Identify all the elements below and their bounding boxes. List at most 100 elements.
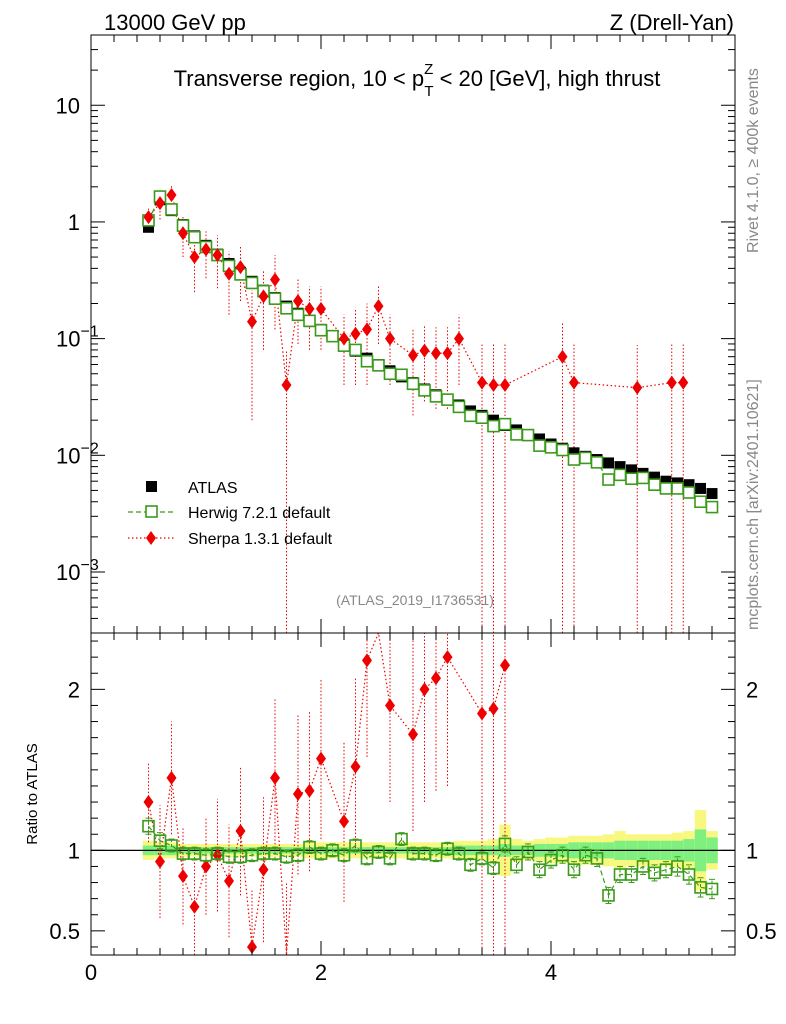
sherpa-point (666, 375, 677, 390)
ratio-herwig-point (636, 860, 650, 873)
ratio-herwig-point (291, 848, 305, 862)
ratio-axes: 0.5 0.5 1 1 2 2 0 2 4 (49, 633, 777, 985)
legend-herwig-marker (145, 505, 158, 518)
title-sub: T (424, 83, 433, 100)
atlas-point (568, 447, 580, 459)
herwig-point (418, 384, 431, 397)
sherpa-point (201, 242, 211, 257)
sherpa-point (258, 289, 269, 304)
ratio-sherpa-point (431, 671, 441, 686)
ratio-herwig-point (142, 819, 155, 833)
sherpa-point (362, 322, 372, 337)
ratio-y-tick-label-right: 1 (746, 838, 758, 863)
sherpa-point (224, 266, 234, 281)
herwig-point (303, 314, 316, 328)
ratio-herwig-point (521, 845, 535, 859)
sherpa-point (178, 226, 188, 241)
ratio-herwig-point (429, 848, 443, 862)
ratio-sherpa-point (258, 862, 269, 877)
sherpa-point (270, 272, 280, 287)
title-pre: Transverse region, 10 < p (174, 66, 425, 91)
main-y-tick-label: 1 (68, 210, 80, 235)
herwig-point (452, 400, 466, 414)
sherpa-point (557, 349, 568, 364)
herwig-point (556, 443, 569, 457)
legend-atlas-marker (146, 481, 157, 492)
ratio-herwig-point (682, 868, 696, 881)
sherpa-point (304, 301, 315, 316)
herwig-point (441, 393, 454, 406)
main-title: Transverse region, 10 < pZ T < 20 [GeV], … (174, 61, 661, 100)
herwig-point (682, 486, 696, 499)
legend-sherpa-marker (146, 531, 156, 545)
sherpa-line (148, 194, 684, 389)
herwig-point (372, 359, 385, 372)
ratio-herwig-point (590, 852, 604, 865)
sherpa-point (408, 348, 418, 363)
herwig-point (349, 343, 362, 357)
ratio-herwig-point (510, 858, 523, 872)
herwig-point (705, 500, 719, 514)
atlas-point (614, 461, 626, 473)
ratio-herwig-point (567, 863, 581, 876)
sherpa-point (281, 378, 292, 393)
herwig-point (475, 411, 489, 425)
ratio-sherpa-point (201, 859, 211, 874)
ratio-sherpa-point (316, 751, 326, 766)
herwig-point (429, 390, 443, 403)
ratio-sherpa-point (235, 824, 246, 839)
main-y-tick-label: 10−2 (56, 440, 99, 468)
sherpa-point (155, 196, 165, 211)
ratio-y-tick-label-right: 0.5 (746, 919, 777, 944)
herwig-point (360, 354, 374, 368)
mcplots-label: mcplots.cern.ch [arXiv:2401.10621] (745, 379, 762, 630)
header-left: 13000 GeV pp (104, 10, 246, 35)
ratio-sherpa-point (224, 873, 234, 888)
ratio-herwig-point (464, 858, 477, 872)
herwig-point (280, 301, 293, 315)
herwig-point (602, 473, 615, 486)
ratio-frame (90, 632, 736, 956)
herwig-point (395, 368, 408, 382)
ratio-sherpa-point (270, 770, 280, 785)
herwig-point (567, 453, 581, 466)
sherpa-point (454, 331, 464, 346)
sherpa-point (212, 248, 223, 263)
ratio-herwig-point (165, 839, 178, 852)
ratio-x-tick-label: 2 (315, 960, 327, 985)
main-y-tick-label: 10−3 (56, 557, 99, 585)
herwig-point (464, 409, 477, 423)
sherpa-point (316, 301, 326, 316)
ratio-sherpa-point (155, 854, 165, 869)
legend-sherpa-label: Sherpa 1.3.1 default (188, 531, 333, 548)
title-sup: Z (424, 61, 433, 78)
watermark: (ATLAS_2019_I1736531) (336, 592, 494, 608)
herwig-point (648, 478, 661, 491)
sherpa-point (632, 380, 643, 395)
ratio-y-tick-label-right: 2 (746, 677, 758, 702)
ratio-herwig-point (625, 868, 638, 881)
herwig-point (636, 471, 650, 485)
ratio-herwig-point (475, 852, 489, 865)
ratio-herwig-point (303, 840, 316, 854)
herwig-line (147, 195, 713, 508)
ratio-herwig-point (395, 832, 408, 846)
title-post: < 20 [GeV], high thrust (433, 66, 660, 91)
sherpa-point (350, 326, 361, 341)
ratio-sherpa-point (362, 653, 372, 668)
herwig-point (314, 323, 328, 337)
sherpa-point (189, 250, 200, 265)
herwig-point (544, 441, 558, 454)
atlas-point (603, 457, 614, 469)
sherpa-point (488, 378, 499, 393)
ratio-sherpa-point (408, 727, 418, 742)
herwig-point (521, 428, 535, 442)
ratio-sherpa-point (143, 795, 154, 810)
ratio-herwig-point (556, 848, 569, 862)
ratio-sherpa-point (385, 698, 395, 713)
herwig-point (245, 276, 259, 290)
main-data-layer (142, 184, 719, 633)
sherpa-point (569, 375, 579, 390)
atlas-point (695, 482, 706, 494)
